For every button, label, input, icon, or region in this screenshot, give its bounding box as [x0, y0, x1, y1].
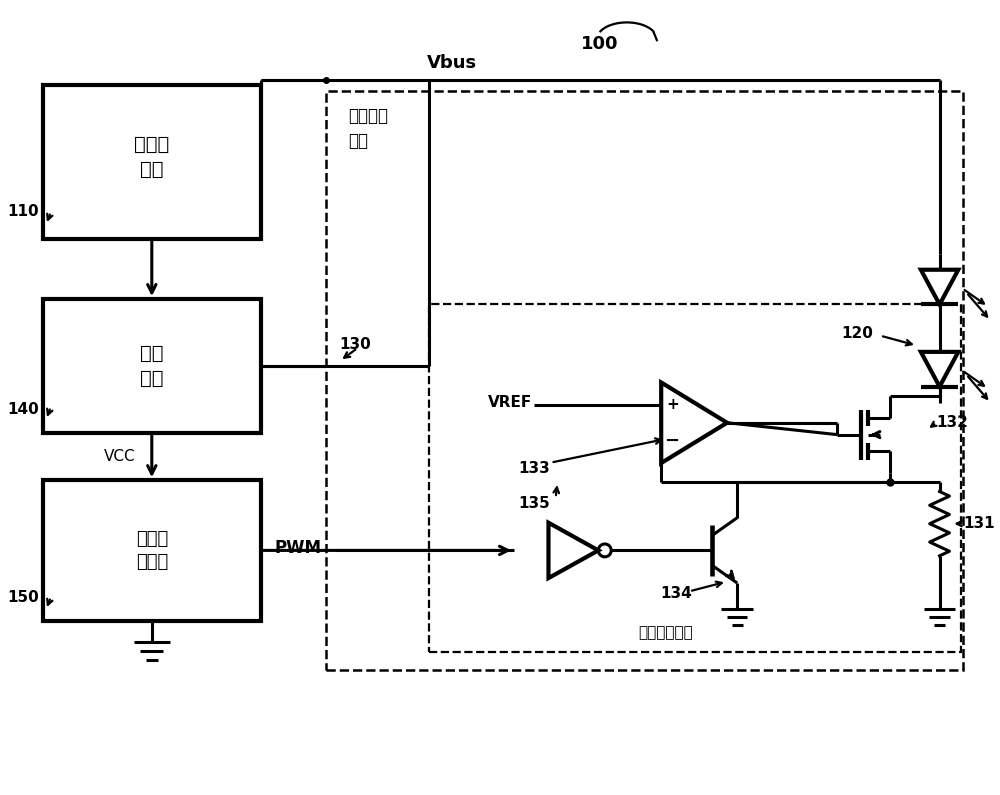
Text: 132: 132 [937, 415, 968, 430]
Polygon shape [548, 522, 598, 578]
Text: 140: 140 [7, 402, 39, 417]
Text: 智能控
制模块: 智能控 制模块 [136, 529, 168, 571]
Text: 供电
模块: 供电 模块 [140, 343, 164, 388]
Text: 134: 134 [660, 586, 692, 601]
Bar [326, 91, 963, 670]
Text: 100: 100 [581, 35, 619, 52]
Bar [43, 480, 261, 621]
Text: 130: 130 [340, 336, 372, 351]
Text: −: − [665, 432, 680, 450]
Text: 135: 135 [518, 496, 550, 511]
Text: 线性驱动电路: 线性驱动电路 [638, 625, 693, 640]
Bar [429, 304, 961, 653]
Text: 150: 150 [7, 591, 39, 606]
Text: +: + [667, 398, 679, 412]
Text: VCC: VCC [104, 449, 136, 464]
Bar [43, 85, 261, 238]
Text: PWM: PWM [275, 540, 322, 557]
Polygon shape [921, 352, 958, 386]
Polygon shape [661, 382, 727, 463]
Text: 133: 133 [518, 461, 550, 476]
Text: 120: 120 [842, 326, 873, 341]
Text: 线性驱动
模块: 线性驱动 模块 [348, 107, 388, 150]
Bar [43, 299, 261, 432]
Text: VREF: VREF [488, 395, 532, 410]
Text: Vbus: Vbus [427, 53, 477, 72]
Polygon shape [921, 270, 958, 304]
Text: 131: 131 [963, 516, 995, 531]
Text: 输入电
压源: 输入电 压源 [134, 135, 169, 179]
Text: 110: 110 [7, 204, 39, 219]
